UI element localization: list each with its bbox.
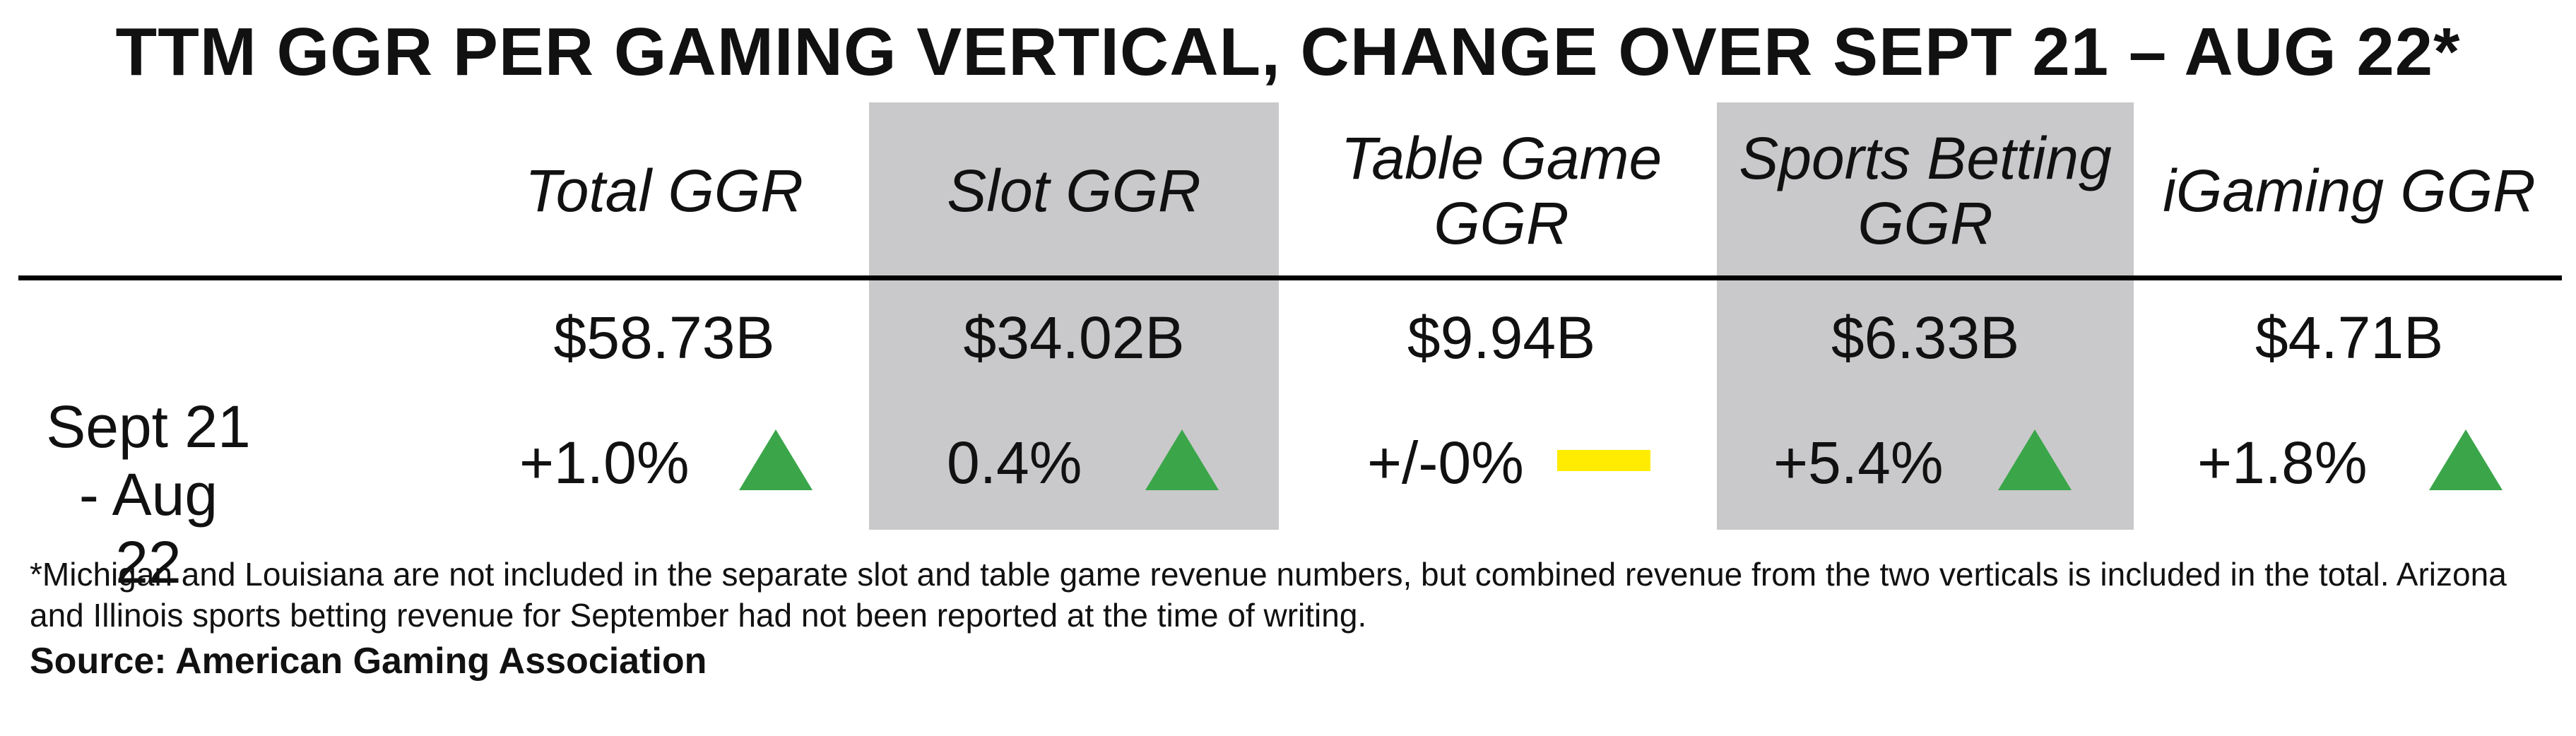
header-divider-rule xyxy=(18,275,2562,280)
flat-dash-icon xyxy=(1557,450,1650,471)
change-igaming-ggr: +1.8% xyxy=(2197,429,2368,496)
row-label-period: Sept 21 - Aug 22 xyxy=(46,393,251,595)
column-header-table-game-ggr: Table Game GGR xyxy=(1340,125,1662,256)
up-triangle-icon xyxy=(1145,429,1219,490)
column-header-igaming-ggr: iGaming GGR xyxy=(2163,158,2536,224)
footnote: *Michigan and Louisiana are not included… xyxy=(30,556,2507,634)
change-total-ggr: +1.0% xyxy=(519,429,690,496)
value-sports-betting-ggr: $6.33B xyxy=(1831,304,2020,371)
chart-title: TTM GGR PER GAMING VERTICAL, CHANGE OVER… xyxy=(115,14,2461,90)
column-header-total-ggr: Total GGR xyxy=(525,158,803,224)
change-sports-betting-ggr: +5.4% xyxy=(1773,429,1944,496)
value-table-game-ggr: $9.94B xyxy=(1407,304,1596,371)
column-header-slot-ggr: Slot GGR xyxy=(947,158,1201,224)
up-triangle-icon xyxy=(2429,429,2503,490)
column-shade-slot-ggr xyxy=(869,102,1279,530)
value-igaming-ggr: $4.71B xyxy=(2255,304,2444,371)
up-triangle-icon xyxy=(739,429,813,490)
source-line: Source: American Gaming Association xyxy=(30,641,707,682)
change-table-game-ggr: +/-0% xyxy=(1367,429,1524,496)
value-total-ggr: $58.73B xyxy=(553,304,775,371)
change-slot-ggr: 0.4% xyxy=(947,429,1082,496)
value-slot-ggr: $34.02B xyxy=(963,304,1185,371)
column-header-sports-betting-ggr: Sports Betting GGR xyxy=(1739,125,2112,256)
up-triangle-icon xyxy=(1998,429,2072,490)
column-shade-sports-betting-ggr xyxy=(1717,102,2134,530)
